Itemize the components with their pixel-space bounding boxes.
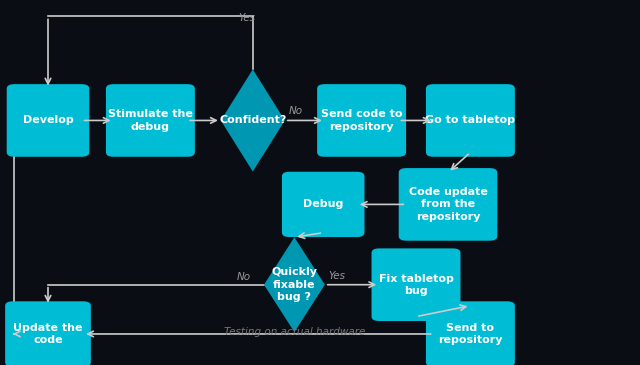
Polygon shape: [264, 237, 325, 332]
Text: Send code to
repository: Send code to repository: [321, 109, 403, 132]
FancyBboxPatch shape: [399, 168, 497, 241]
Text: Testing on actual hardware: Testing on actual hardware: [224, 327, 365, 337]
Text: Go to tabletop: Go to tabletop: [426, 115, 515, 126]
Text: Develop: Develop: [22, 115, 74, 126]
Text: Send to
repository: Send to repository: [438, 323, 502, 345]
Text: Stimulate the
debug: Stimulate the debug: [108, 109, 193, 132]
Text: Confident?: Confident?: [219, 115, 287, 126]
FancyBboxPatch shape: [317, 84, 406, 157]
Text: Quickly
fixable
bug ?: Quickly fixable bug ?: [271, 267, 317, 302]
Text: Yes: Yes: [329, 271, 346, 281]
FancyBboxPatch shape: [426, 84, 515, 157]
FancyBboxPatch shape: [106, 84, 195, 157]
Text: Debug: Debug: [303, 199, 344, 210]
Text: Fix tabletop
bug: Fix tabletop bug: [379, 273, 453, 296]
FancyBboxPatch shape: [6, 84, 90, 157]
Text: Update the
code: Update the code: [13, 323, 83, 345]
FancyBboxPatch shape: [371, 248, 461, 321]
Text: Yes: Yes: [239, 13, 256, 23]
FancyBboxPatch shape: [426, 301, 515, 365]
Text: Code update
from the
repository: Code update from the repository: [408, 187, 488, 222]
FancyBboxPatch shape: [282, 172, 365, 237]
FancyBboxPatch shape: [5, 301, 91, 365]
Polygon shape: [221, 69, 285, 172]
Text: No: No: [289, 106, 303, 116]
Text: No: No: [237, 272, 252, 282]
